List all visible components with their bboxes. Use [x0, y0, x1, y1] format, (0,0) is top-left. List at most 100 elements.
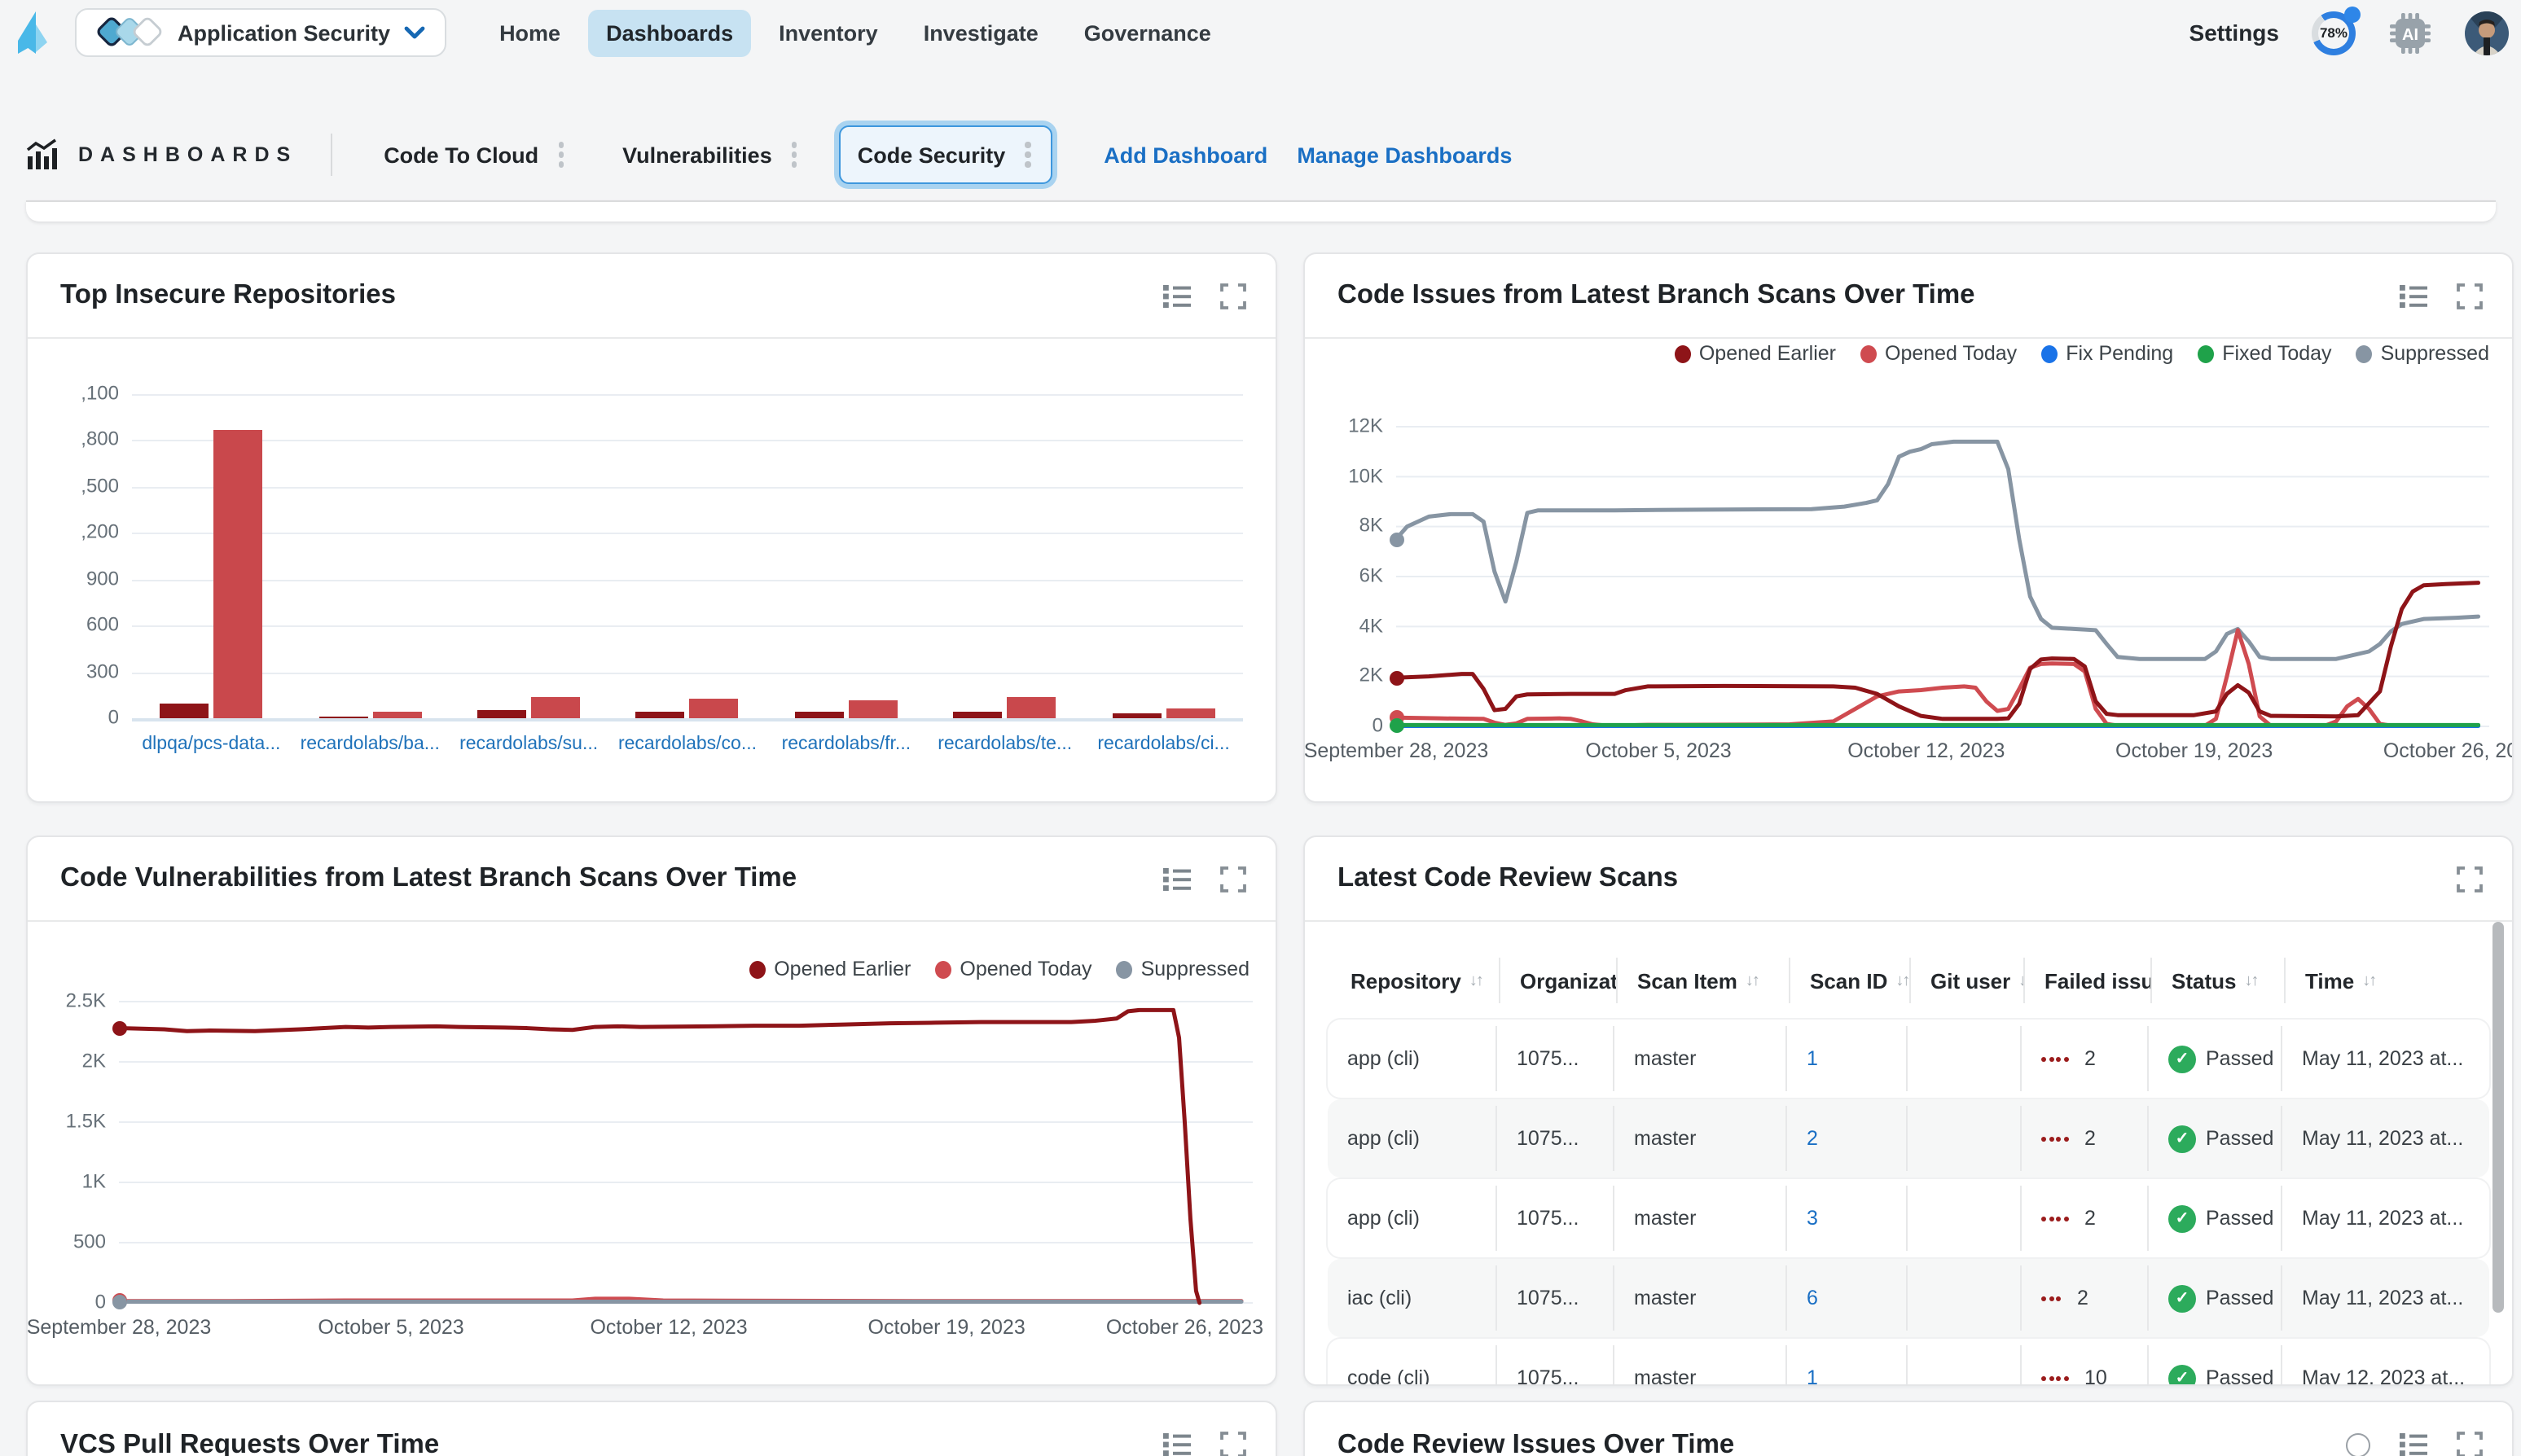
repository-link[interactable]: dlpqa/pcs-data...	[142, 735, 281, 754]
cell-time: May 11, 2023 at...	[2302, 1207, 2464, 1230]
column-header-organizat[interactable]: Organizat	[1500, 951, 1618, 1010]
y-axis-tick: 500	[72, 1230, 106, 1253]
bar-dark-red[interactable]	[635, 712, 685, 718]
table-row[interactable]: code (cli) 1075... master 1 10 ✓ Passed May 12,…	[1328, 1339, 2489, 1384]
legend-item[interactable]: Opened Earlier	[749, 958, 911, 980]
nav-item-governance[interactable]: Governance	[1083, 20, 1211, 45]
bar-dark-red[interactable]	[160, 704, 209, 718]
kebab-menu-icon[interactable]	[1021, 141, 1034, 169]
repository-link[interactable]: recardolabs/co...	[617, 735, 758, 754]
usage-progress-ring[interactable]: 78%	[2312, 6, 2361, 55]
settings-link[interactable]: Settings	[2189, 20, 2279, 46]
repository-link[interactable]: recardolabs/ci...	[1097, 735, 1230, 754]
x-axis-tick: October 12, 2023	[1847, 739, 2005, 762]
column-header-scan-id[interactable]: Scan ID ↓↑	[1790, 951, 1911, 1010]
legend-item[interactable]: Opened Today	[1860, 342, 2017, 365]
bar-red[interactable]	[213, 429, 263, 718]
dashboard-tab-code-security[interactable]: Code Security	[839, 125, 1052, 184]
nav-item-dashboards[interactable]: Dashboards	[588, 9, 752, 56]
bar-dark-red[interactable]	[953, 712, 1003, 718]
repository-link[interactable]: recardolabs/ba...	[300, 735, 440, 754]
table-row[interactable]: iac (cli) 1075... master 6 2 ✓ Passed May 11, 2…	[1328, 1259, 2489, 1337]
cell-scan-item: master	[1614, 1179, 1787, 1257]
bar-red[interactable]	[848, 700, 898, 718]
expand-icon[interactable]	[2457, 1432, 2483, 1456]
bar-dark-red[interactable]	[1112, 713, 1162, 718]
legend-item[interactable]: Fix Pending	[2041, 342, 2173, 365]
column-header-time[interactable]: Time ↓↑	[2305, 968, 2377, 993]
y-axis-tick: 8K	[1359, 514, 1383, 537]
table-row[interactable]: app (cli) 1075... master 2 2 ✓ Passed May 11, 2…	[1328, 1099, 2489, 1178]
y-axis: 2.5K 2K 1.5K 1K 500 0	[28, 989, 106, 1313]
expand-icon[interactable]	[1220, 1432, 1246, 1456]
cell-time: May 11, 2023 at...	[2302, 1127, 2464, 1150]
y-axis-tick: 1.5K	[65, 1109, 106, 1133]
add-dashboard-link[interactable]: Add Dashboard	[1104, 143, 1268, 167]
expand-icon[interactable]	[2457, 283, 2483, 309]
legend-item[interactable]: Opened Earlier	[1674, 342, 1836, 365]
list-view-icon[interactable]	[1163, 283, 1191, 309]
manage-dashboards-link[interactable]: Manage Dashboards	[1297, 143, 1513, 167]
kebab-menu-icon[interactable]	[788, 141, 801, 169]
repository-link[interactable]: recardolabs/su...	[459, 735, 599, 754]
nav-item-investigate[interactable]: Investigate	[923, 20, 1039, 45]
bar-dark-red[interactable]	[794, 712, 844, 718]
bar-red[interactable]	[689, 698, 739, 718]
sort-icon[interactable]: ↓↑	[2362, 971, 2377, 989]
bar-dark-red[interactable]	[477, 709, 527, 718]
avatar[interactable]	[2465, 11, 2509, 55]
column-header-repository[interactable]: Repository ↓↑	[1331, 951, 1500, 1010]
table-scrollbar[interactable]	[2492, 922, 2504, 1313]
legend-item[interactable]: Suppressed	[1116, 958, 1250, 980]
y-axis-tick: 1K	[81, 1169, 106, 1193]
expand-icon[interactable]	[1220, 283, 1246, 309]
sort-icon[interactable]: ↓↑	[1745, 971, 1760, 989]
cell-scan-id[interactable]: 1	[1787, 1020, 1908, 1098]
repository-link[interactable]: recardolabs/fr...	[781, 735, 911, 754]
sort-icon[interactable]: ↓↑	[1469, 971, 1484, 989]
nav-right-cluster: Settings 78% AI	[2189, 6, 2512, 55]
sort-icon[interactable]: ↓↑	[1895, 971, 1910, 989]
dashboard-tab-vulnerabilities[interactable]: Vulnerabilities	[606, 128, 817, 182]
chevron-down-icon	[403, 25, 424, 40]
legend-item[interactable]: Fixed Today	[2198, 342, 2332, 365]
ai-copilot-icon[interactable]: AI	[2388, 11, 2432, 55]
list-view-icon[interactable]	[1163, 866, 1191, 892]
legend-dot-icon	[1860, 344, 1877, 362]
column-header-failed-issu[interactable]: Failed issu	[2025, 951, 2152, 1010]
repository-link[interactable]: recardolabs/te...	[938, 735, 1073, 754]
list-view-icon[interactable]	[2400, 1432, 2427, 1456]
cell-failed-issues: 2	[2022, 1020, 2149, 1098]
kebab-menu-icon[interactable]	[555, 141, 567, 169]
cell-scan-id[interactable]: 6	[1787, 1259, 1908, 1337]
divider	[330, 134, 332, 176]
column-header-status[interactable]: Status ↓↑	[2152, 951, 2286, 1010]
legend-dot-icon	[2198, 344, 2215, 362]
expand-icon[interactable]	[2457, 866, 2483, 892]
dashboard-tab-code-to-cloud[interactable]: Code To Cloud	[367, 128, 583, 182]
bar-dark-red[interactable]	[318, 716, 368, 718]
bar-red[interactable]	[1166, 708, 1215, 718]
column-header-scan-item[interactable]: Scan Item ↓↑	[1618, 951, 1790, 1010]
cell-scan-id[interactable]: 3	[1787, 1179, 1908, 1257]
table-row[interactable]: app (cli) 1075... master 3 2 ✓ Passed May 11, 2…	[1328, 1179, 2489, 1257]
legend-item[interactable]: Suppressed	[2356, 342, 2489, 365]
app-switcher[interactable]: Application Security	[75, 8, 446, 57]
nav-item-home[interactable]: Home	[499, 20, 561, 45]
sort-icon[interactable]: ↓	[2018, 971, 2025, 989]
bar-red[interactable]	[372, 711, 422, 718]
line-chart-plot	[1396, 427, 2489, 733]
list-view-icon[interactable]	[1163, 1432, 1191, 1456]
sort-icon[interactable]: ↓↑	[2244, 971, 2259, 989]
list-view-icon[interactable]	[2400, 283, 2427, 309]
legend-item[interactable]: Opened Today	[935, 958, 1092, 980]
cell-scan-id[interactable]: 2	[1787, 1099, 1908, 1178]
expand-icon[interactable]	[1220, 866, 1246, 892]
bar-red[interactable]	[531, 696, 581, 718]
column-header-git-user[interactable]: Git user ↓	[1911, 951, 2025, 1010]
nav-item-inventory[interactable]: Inventory	[779, 20, 878, 45]
prisma-cloud-logo[interactable]	[13, 10, 55, 55]
cell-scan-id[interactable]: 1	[1787, 1339, 1908, 1384]
table-row[interactable]: app (cli) 1075... master 1 2 ✓ Passed May 11, 2…	[1328, 1020, 2489, 1098]
bar-red[interactable]	[1007, 697, 1056, 718]
